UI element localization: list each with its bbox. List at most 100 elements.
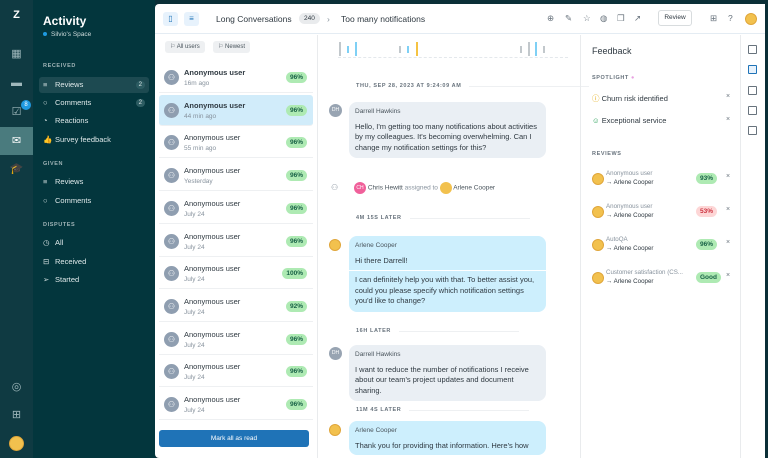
reaction-icon: ◔ bbox=[43, 116, 48, 125]
tasks-icon[interactable]: ☑ bbox=[11, 106, 22, 118]
filter-name[interactable]: Long Conversations bbox=[216, 14, 292, 24]
nav-received-survey[interactable]: 👍 Survey feedback bbox=[39, 132, 149, 148]
help-icon[interactable]: ? bbox=[728, 13, 733, 23]
conversation-list-item[interactable]: ⚇ Anonymous user July 24 96% bbox=[159, 389, 313, 420]
reviewee-avatar bbox=[592, 206, 604, 218]
target-icon[interactable]: ⊕ bbox=[547, 13, 555, 23]
main-panel: ▯ ≡ Long Conversations 240 › Too many no… bbox=[155, 4, 765, 458]
review-source: Anonymous user bbox=[606, 170, 653, 177]
nav-disputes-received[interactable]: ⊟ Received bbox=[39, 254, 149, 270]
conversation-list-item[interactable]: ⚇ Anonymous user 16m ago 96% bbox=[159, 62, 313, 93]
pin-icon[interactable]: ✎ bbox=[565, 13, 573, 23]
panel-toggle-icon[interactable]: ▯ bbox=[163, 12, 178, 26]
help-icon[interactable]: ◎ bbox=[11, 381, 22, 393]
close-icon[interactable]: × bbox=[726, 239, 731, 246]
training-icon[interactable]: 🎓 bbox=[9, 163, 24, 175]
conversation-list-item[interactable]: ⚇ Anonymous user July 24 96% bbox=[159, 324, 313, 355]
review-item[interactable]: Anonymous user → Arlene Cooper 53% × bbox=[592, 203, 742, 225]
user-icon: ⚇ bbox=[164, 364, 179, 380]
user-icon: ⚇ bbox=[164, 298, 179, 314]
score-badge: 96% bbox=[285, 366, 307, 378]
grid-icon[interactable]: ⊞ bbox=[710, 13, 718, 23]
close-icon[interactable]: × bbox=[726, 116, 731, 123]
item-time: July 24 bbox=[184, 243, 205, 251]
checkbox-icon[interactable] bbox=[748, 86, 757, 95]
conversations-icon[interactable]: ▬ bbox=[11, 77, 22, 89]
smile-icon: ☺ bbox=[592, 116, 600, 125]
conversation-list-item[interactable]: ⚇ Anonymous user July 24 96% bbox=[159, 356, 313, 388]
conversation-list-item[interactable]: ⚇ Anonymous user July 24 100% bbox=[159, 258, 313, 290]
review-item[interactable]: AutoQA → Arlene Cooper 96% × bbox=[592, 236, 742, 258]
label: Started bbox=[55, 275, 80, 284]
external-link-icon[interactable]: ↗ bbox=[634, 13, 642, 23]
mark-all-read-button[interactable]: Mark all as read bbox=[159, 430, 309, 447]
space-name[interactable]: Silvio's Space bbox=[43, 31, 91, 38]
message-text: I want to reduce the number of notificat… bbox=[355, 364, 529, 395]
user-avatar[interactable] bbox=[9, 436, 24, 451]
review-button[interactable]: Review bbox=[658, 10, 692, 26]
checkbox-icon[interactable] bbox=[748, 126, 757, 135]
nav-received-reviews[interactable]: ≡ Reviews 2 bbox=[39, 77, 149, 93]
reviewee-avatar bbox=[592, 173, 604, 185]
timeline-scrubber[interactable] bbox=[338, 42, 568, 58]
close-icon[interactable]: × bbox=[726, 93, 731, 100]
zendesk-logo[interactable]: Z bbox=[13, 9, 20, 21]
conversation-list-item[interactable]: ⚇ Anonymous user Yesterday 96% bbox=[159, 160, 313, 192]
assignee-name: Arlene Cooper bbox=[453, 184, 496, 192]
section-received: RECEIVED bbox=[43, 63, 76, 69]
conversation-list-item[interactable]: ⚇ Anonymous user July 24 96% bbox=[159, 226, 313, 257]
label: Comments bbox=[55, 98, 92, 107]
activity-icon[interactable]: ✉ bbox=[0, 127, 33, 155]
nav-disputes-all[interactable]: ◷ All bbox=[39, 235, 149, 251]
list-view-icon[interactable]: ≡ bbox=[184, 12, 199, 26]
close-icon[interactable]: × bbox=[726, 206, 731, 213]
copy-icon[interactable]: ❐ bbox=[617, 13, 625, 23]
nav-received-reactions[interactable]: ◔ Reactions bbox=[39, 113, 149, 129]
item-time: July 24 bbox=[184, 374, 205, 382]
globe-icon[interactable]: ◍ bbox=[600, 13, 608, 23]
dashboard-icon[interactable]: ▦ bbox=[11, 48, 22, 60]
score-badge: 100% bbox=[282, 268, 307, 280]
message-text: Thank you for providing that information… bbox=[355, 440, 529, 450]
review-item[interactable]: Anonymous user → Arlene Cooper 93% × bbox=[592, 170, 742, 192]
close-icon[interactable]: × bbox=[726, 173, 731, 180]
review-score: Good bbox=[696, 272, 721, 283]
feedback-panel-icon[interactable] bbox=[748, 65, 757, 74]
nav-given-comments[interactable]: ○ Comments bbox=[39, 193, 149, 209]
agent-avatar[interactable] bbox=[745, 13, 757, 25]
spotlight-churn[interactable]: ⓘ Churn risk identified × bbox=[592, 93, 730, 104]
close-icon[interactable]: × bbox=[726, 272, 731, 279]
conversation-list-item[interactable]: ⚇ Anonymous user 44 min ago 96% bbox=[159, 94, 313, 126]
filter-all-users[interactable]: ⚐ All users bbox=[165, 41, 205, 53]
review-source: Anonymous user bbox=[606, 203, 653, 210]
conversation-list-item[interactable]: ⚇ Anonymous user July 24 96% bbox=[159, 193, 313, 224]
apps-icon[interactable]: ⊞ bbox=[11, 409, 22, 421]
customer-avatar: DH bbox=[329, 347, 342, 360]
review-item[interactable]: Customer satisfaction (CS... → Arlene Coo… bbox=[592, 269, 742, 291]
star-icon[interactable]: ☆ bbox=[583, 13, 591, 23]
label: Comments bbox=[55, 196, 92, 205]
actor-name: Chris Hewitt bbox=[367, 184, 403, 192]
conversation-list: ⚐ All users ⚐ Newest ⚇ Anonymous user 16m … bbox=[155, 35, 318, 458]
agent-avatar bbox=[329, 239, 341, 251]
nav-given-reviews[interactable]: ≡ Reviews bbox=[39, 174, 149, 190]
conversation-list-item[interactable]: ⚇ Anonymous user July 24 92% bbox=[159, 291, 313, 322]
checkbox-icon[interactable] bbox=[748, 106, 757, 115]
count-badge: 2 bbox=[135, 81, 145, 89]
nav-received-comments[interactable]: ○ Comments 2 bbox=[39, 95, 149, 111]
spotlight-service[interactable]: ☺ Exceptional service × bbox=[592, 116, 730, 125]
review-source: Customer satisfaction (CS... bbox=[606, 269, 684, 276]
date-separator: THU, SEP 28, 2023 AT 9:24:09 AM bbox=[356, 83, 591, 89]
warning-icon: ⓘ bbox=[592, 94, 600, 103]
nav-disputes-started[interactable]: ➢ Started bbox=[39, 272, 149, 288]
checkbox-icon[interactable] bbox=[748, 45, 757, 54]
user-name: Anonymous user bbox=[184, 362, 241, 372]
feedback-title: Feedback bbox=[592, 46, 632, 56]
user-name: Anonymous user bbox=[184, 166, 241, 176]
activity-nav: Activity Silvio's Space RECEIVED ≡ Review… bbox=[33, 0, 155, 458]
user-icon: ⚇ bbox=[164, 397, 179, 412]
user-icon: ⚇ bbox=[164, 70, 179, 85]
filter-newest[interactable]: ⚐ Newest bbox=[213, 41, 251, 53]
label: All users bbox=[176, 44, 200, 50]
conversation-list-item[interactable]: ⚇ Anonymous user 55 min ago 96% bbox=[159, 127, 313, 159]
